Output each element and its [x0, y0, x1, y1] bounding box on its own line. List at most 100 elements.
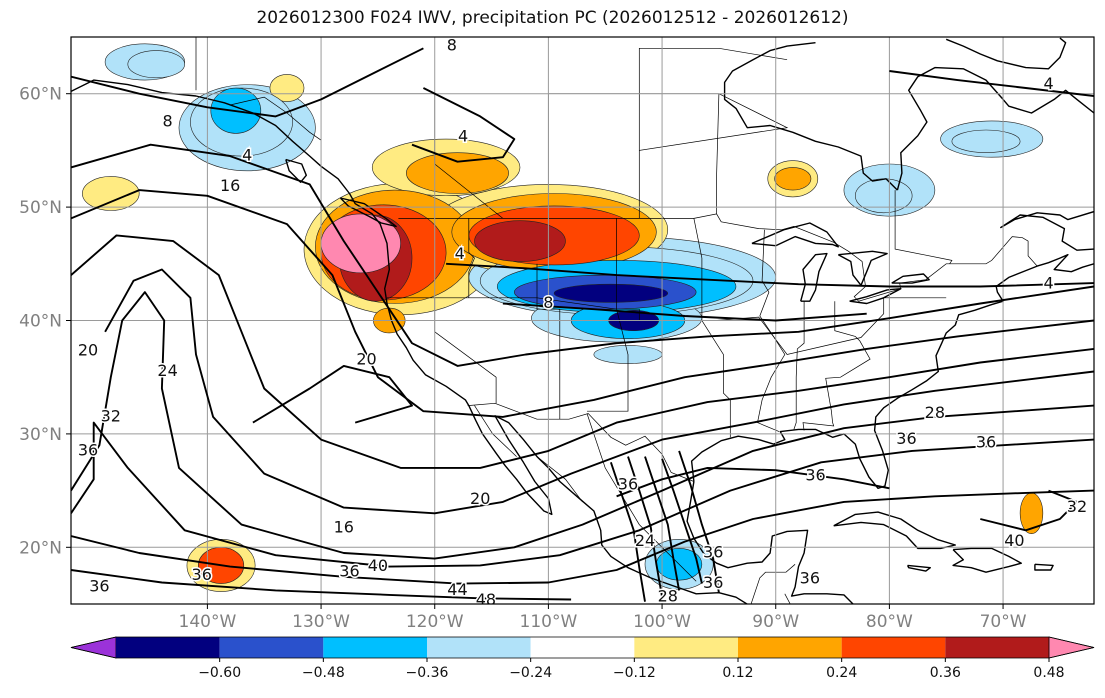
colorbar-segment: [530, 637, 635, 658]
contour-label: 48: [476, 590, 496, 609]
contour-label: 20: [356, 350, 376, 369]
lat-tick-label: 20°N: [19, 538, 62, 558]
lon-tick-label: 70°W: [980, 612, 1027, 632]
lon-tick-label: 80°W: [866, 612, 913, 632]
coastline: [906, 564, 931, 572]
lon-tick-label: 100°W: [633, 612, 691, 632]
iwv-contour: [104, 268, 1094, 515]
colorbar-segment: [634, 637, 738, 658]
colorbar-segment: [323, 637, 427, 658]
iwv-contour: [644, 456, 681, 591]
precip-patch: [774, 167, 812, 191]
colorbar-segment: [945, 637, 1049, 658]
border-line: [230, 96, 322, 141]
coastline: [945, 37, 1067, 70]
iwv-contour: [609, 461, 646, 602]
coastline: [952, 547, 1022, 573]
lon-tick-label: 110°W: [520, 612, 578, 632]
contour-label: 8: [543, 293, 553, 312]
iwv-contour: [71, 421, 1094, 568]
colorbar-tick-label: 0.36: [930, 665, 961, 681]
precip-patch: [406, 152, 509, 194]
iwv-contour: [71, 291, 1094, 560]
lat-tick-label: 40°N: [19, 312, 62, 332]
border-line: [784, 593, 791, 604]
colorbar-tick-label: −0.12: [613, 665, 656, 681]
contour-label: 4: [455, 244, 465, 263]
iwv-contour: [411, 87, 516, 163]
iwv-contour: [661, 458, 703, 584]
colorbar-tick-label: −0.60: [198, 665, 241, 681]
contour-label: 36: [805, 465, 825, 484]
contour-label: 20: [78, 341, 98, 360]
contour-label: 36: [703, 542, 723, 561]
iwv-contour: [446, 262, 1094, 288]
iwv-contour: [627, 456, 664, 598]
border-line: [536, 263, 561, 420]
coastline: [751, 222, 839, 248]
contour-label: 40: [368, 556, 388, 575]
colorbar-segment: [219, 637, 324, 658]
iwv-contours: [71, 47, 1094, 602]
colorbar-segment: [116, 637, 220, 658]
contour-label: 24: [157, 361, 177, 380]
contour-label: 20: [470, 489, 490, 508]
colorbar-tick-label: 0.12: [722, 665, 753, 681]
border-line: [536, 456, 583, 503]
colorbar-tick-label: −0.48: [302, 665, 345, 681]
coastline: [896, 66, 1094, 191]
lat-tick-label: 60°N: [19, 85, 62, 105]
lat-tick-label: 50°N: [19, 198, 62, 218]
coastline: [891, 273, 930, 284]
axis-ticks: 20°N 30°N 40°N 50°N 60°N 140°W 130°W 120°W 110°W…: [19, 85, 1027, 632]
iwv-contour: [71, 143, 1094, 367]
contour-label: 16: [334, 518, 354, 537]
colorbar-tick-label: 0.24: [826, 665, 857, 681]
border-line: [638, 47, 788, 151]
precip-patch: [474, 220, 566, 262]
lon-tick-label: 130°W: [292, 612, 350, 632]
precip-patch: [127, 50, 185, 79]
lon-tick-label: 140°W: [179, 612, 237, 632]
contour-label: 24: [635, 531, 655, 550]
colorbar-segment: [738, 637, 842, 658]
iwv-contour: [71, 234, 1094, 469]
colorbar: −0.60 −0.48 −0.36 −0.24 −0.12 0.12 0.24 0.36 0.4…: [70, 636, 1095, 681]
precip-patch: [82, 176, 140, 211]
contour-label: 4: [458, 126, 468, 145]
colorbar-outline: [70, 636, 1095, 659]
colorbar-segment: [841, 637, 946, 658]
border-line: [802, 301, 871, 431]
coastline: [285, 158, 307, 183]
precip-patch: [854, 178, 913, 214]
coastline: [1000, 210, 1094, 251]
colorbar-extend-low: [70, 636, 117, 659]
contour-label: 28: [925, 403, 945, 422]
contour-label: 32: [101, 406, 121, 425]
coastline: [833, 511, 956, 550]
lat-tick-label: 30°N: [19, 425, 62, 445]
iwv-contour: [71, 189, 1094, 418]
contour-label: 4: [1043, 274, 1053, 293]
coastline: [71, 79, 749, 604]
contour-label: 36: [703, 573, 723, 592]
colorbar-extend-high: [1048, 636, 1095, 659]
contour-label: 36: [896, 429, 916, 448]
iwv-contour: [678, 450, 720, 593]
precipitation-shading: [82, 43, 1044, 592]
contour-label: 36: [976, 432, 996, 451]
border-line: [894, 190, 953, 264]
coastline: [686, 481, 854, 604]
contour-label: 32: [1067, 497, 1087, 516]
coastline: [800, 252, 828, 302]
iwv-contour: [889, 70, 1094, 97]
coastline: [837, 250, 888, 286]
border-line: [793, 301, 805, 430]
map-title: 2026012300 F024 IWV, precipitation PC (2…: [256, 8, 849, 28]
contour-label: 36: [800, 569, 820, 588]
iwv-contour: [252, 364, 413, 424]
lon-tick-label: 120°W: [406, 612, 464, 632]
border-line: [716, 93, 720, 214]
